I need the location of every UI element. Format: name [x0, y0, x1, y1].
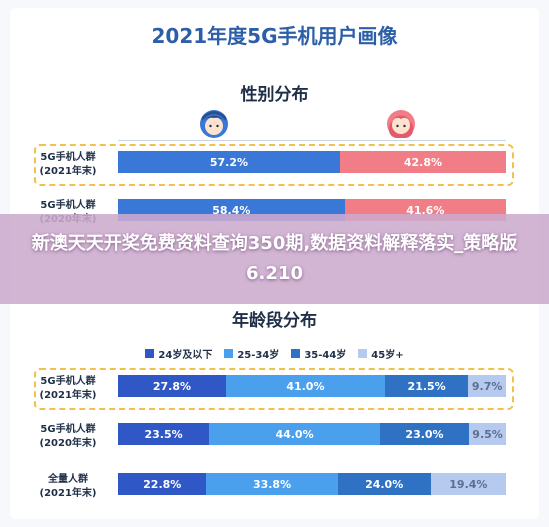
age-bar-segment: 9.5% [469, 423, 506, 445]
legend-swatch [145, 349, 155, 358]
female-avatar-icon [387, 110, 415, 138]
age-bar-segment: 27.8% [118, 375, 226, 397]
data-label: 33.8% [252, 477, 292, 491]
age-bar-segment: 24.0% [337, 473, 431, 495]
age-legend: 24岁及以下 25-34岁 35-44岁 45岁+ [0, 346, 549, 361]
gender-avatar-divider [118, 140, 506, 141]
data-label: 41.0% [286, 379, 325, 393]
gender-row-label: 5G手机人群 (2021年末) [39, 152, 97, 177]
age-row-label: 全量人群 (2021年末) [39, 474, 97, 499]
legend-item: 45岁+ [358, 346, 404, 361]
data-label: 23.5% [144, 427, 183, 441]
age-section-title: 年龄段分布 [232, 311, 317, 331]
data-label: 22.8% [143, 477, 182, 491]
gender-section-title: 性别分布 [240, 85, 309, 105]
legend-item: 35-44岁 [291, 346, 346, 361]
overlay-caption-banner: 新澳天天开奖免费资料查询350期,数据资料解释落实_策略版6.210 [0, 214, 549, 304]
data-label: 27.8% [152, 379, 192, 393]
legend-item: 24岁及以下 [145, 346, 212, 361]
age-bar-segment: 44.0% [209, 423, 380, 445]
data-label: 41.6% [406, 203, 445, 217]
male-avatar-icon [200, 110, 228, 138]
age-highlight-box [34, 368, 514, 410]
gender-bar-female-2021: 42.8% [339, 151, 506, 173]
age-bar-segment: 33.8% [206, 473, 338, 495]
data-label: 44.0% [275, 427, 314, 441]
data-label: 42.8% [403, 155, 443, 169]
age-bar-segment: 41.0% [225, 375, 385, 397]
legend-swatch [224, 349, 234, 358]
gender-highlight-box [34, 144, 514, 186]
gender-bar-male-2021: 57.2% [118, 151, 340, 173]
data-label: 23.0% [405, 427, 444, 441]
data-label: 19.4% [449, 477, 488, 491]
age-row-label: 5G手机人群 (2021年末) [39, 376, 97, 401]
age-bar-segment: 23.5% [118, 423, 210, 445]
data-label: 57.2% [209, 155, 249, 169]
data-label: 21.5% [407, 379, 446, 393]
data-label: 24.0% [365, 477, 404, 491]
age-bar-segment: 9.7% [468, 375, 506, 397]
age-bar-segment: 21.5% [384, 375, 469, 397]
age-row-label: 5G手机人群 (2020年末) [39, 424, 97, 449]
age-bar-segment: 19.4% [430, 473, 506, 495]
legend-swatch [291, 349, 301, 358]
legend-swatch [358, 349, 368, 358]
age-bar-segment: 22.8% [118, 473, 207, 495]
page-title: 2021年度5G手机用户画像 [151, 24, 398, 48]
overlay-caption-text: 新澳天天开奖免费资料查询350期,数据资料解释落实_策略版6.210 [31, 233, 518, 284]
data-label: 58.4% [212, 203, 251, 217]
age-bar-segment: 23.0% [379, 423, 470, 445]
data-label: 9.5% [472, 427, 503, 441]
data-label: 9.7% [471, 379, 503, 393]
legend-item: 25-34岁 [224, 346, 279, 361]
